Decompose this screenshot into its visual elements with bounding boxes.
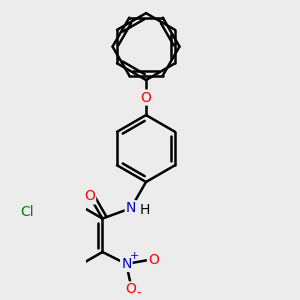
Text: H: H [140,203,150,217]
Text: O: O [84,190,95,203]
Text: O: O [126,282,136,296]
Text: -: - [137,286,141,299]
Text: N: N [121,257,131,271]
Text: O: O [148,253,159,267]
Text: N: N [126,201,136,215]
Text: O: O [141,91,152,105]
Text: Cl: Cl [20,205,34,219]
Text: +: + [130,251,139,261]
